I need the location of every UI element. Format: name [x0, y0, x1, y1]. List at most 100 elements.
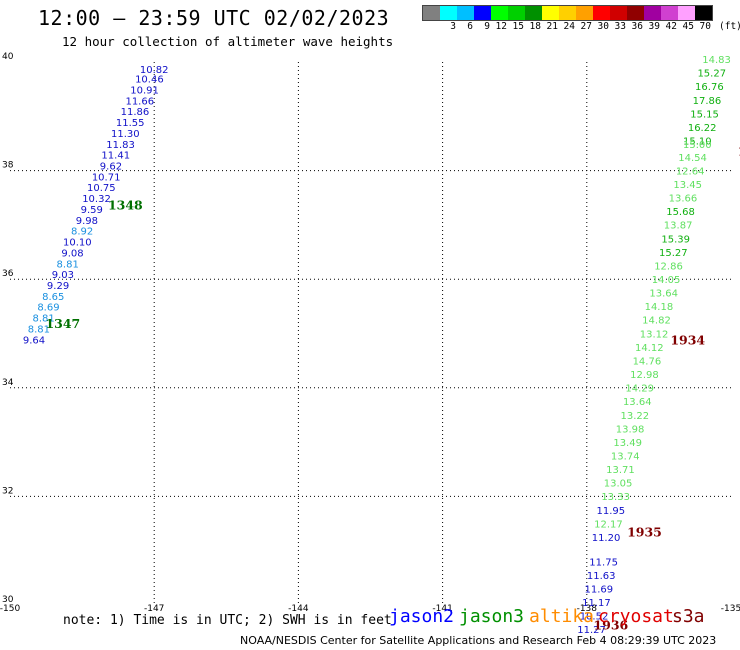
x-tick-label: -135 — [721, 604, 740, 614]
y-tick-label: 32 — [2, 486, 13, 496]
wave-height-reading: 12.17 — [594, 519, 623, 530]
x-tick-label: -147 — [144, 604, 164, 614]
pass-time-labels: 1348 1347 1933 1934 1935 1936 — [45, 143, 740, 632]
satellite-name: jason2 — [389, 606, 455, 627]
legend-swatch — [542, 6, 559, 20]
wave-height-reading: 13.64 — [649, 289, 678, 300]
wave-height-reading: 16.76 — [695, 82, 724, 93]
legend-swatch-label: 30 — [597, 21, 609, 32]
wave-height-reading: 14.12 — [635, 343, 664, 354]
satellite-name: jason3 — [459, 606, 525, 627]
wave-height-reading: 11.20 — [592, 533, 621, 544]
x-tick-label: -141 — [432, 604, 452, 614]
y-tick-label: 34 — [2, 378, 14, 388]
wave-height-readings: 10.8210.4610.9111.6611.8611.5511.3011.83… — [23, 55, 731, 636]
wave-height-reading: 9.03 — [52, 270, 74, 281]
wave-height-reading: 13.64 — [623, 397, 652, 408]
legend-swatch — [457, 6, 474, 20]
wave-height-reading: 15.27 — [697, 69, 726, 80]
wave-height-reading: 15.27 — [659, 248, 688, 259]
wave-height-reading: 10.71 — [92, 172, 121, 183]
wave-height-reading: 13.98 — [616, 424, 645, 435]
y-tick-label: 40 — [2, 52, 14, 62]
legend-swatch — [474, 6, 491, 20]
pass-time-label: 1935 — [627, 525, 662, 540]
legend-swatch-label: 42 — [665, 21, 677, 32]
wave-height-reading: 12.98 — [630, 370, 659, 381]
wave-height-reading: 14.83 — [702, 55, 731, 66]
satellite-name: altika — [529, 606, 595, 627]
legend-swatch — [525, 6, 542, 20]
wave-height-reading: 8.81 — [33, 314, 55, 325]
wave-height-reading: 16.22 — [688, 123, 717, 134]
legend-unit: (ft) — [719, 21, 740, 32]
wave-height-reading: 13.05 — [604, 479, 633, 490]
wave-height-reading: 14.54 — [678, 153, 707, 164]
wave-height-reading: 14.82 — [642, 316, 671, 327]
wave-height-reading: 8.69 — [37, 303, 59, 314]
wave-height-reading: 13.45 — [673, 180, 702, 191]
legend-swatch — [695, 6, 712, 20]
wave-height-reading: 9.08 — [61, 248, 83, 259]
wave-height-reading: 11.55 — [116, 118, 145, 129]
legend-swatch-label: 27 — [580, 21, 592, 32]
satellite-name: s3a — [672, 606, 705, 627]
wave-height-reading: 10.91 — [130, 85, 159, 96]
wave-height-reading: 8.65 — [42, 292, 64, 303]
wave-height-reading: 15.68 — [666, 207, 695, 218]
legend-swatch — [508, 6, 525, 20]
wave-height-reading: 8.81 — [28, 324, 50, 335]
wave-height-reading: 11.75 — [589, 557, 618, 568]
wave-height-reading: 15.39 — [661, 234, 690, 245]
legend-swatch — [627, 6, 644, 20]
wave-height-reading: 15.00 — [683, 140, 712, 151]
wave-height-reading: 14.18 — [645, 302, 674, 313]
pass-time-label: 1347 — [45, 316, 80, 331]
legend-swatch-label: 3 — [450, 21, 456, 32]
legend-swatch — [661, 6, 678, 20]
wave-height-reading: 11.17 — [582, 598, 611, 609]
pass-time-label: 1933 — [738, 143, 740, 158]
wave-height-reading: 10.10 — [63, 238, 92, 249]
legend-swatch-label: 24 — [563, 21, 575, 32]
map-title: 12:00 – 23:59 UTC 02/02/2023 — [38, 6, 390, 30]
wave-height-reading: 13.12 — [640, 329, 669, 340]
wave-height-reading: 11.95 — [597, 506, 626, 517]
legend-swatch-label: 6 — [467, 21, 473, 32]
wave-height-reading: 14.29 — [625, 384, 654, 395]
wave-height-reading: 13.71 — [606, 465, 635, 476]
legend-swatch-label: 9 — [484, 21, 490, 32]
legend-swatch — [576, 6, 593, 20]
wave-height-reading: 10.52 — [580, 612, 609, 623]
wave-height-reading: 9.29 — [47, 281, 69, 292]
satellite-name: cryosat — [598, 606, 674, 627]
wave-height-reading: 8.92 — [71, 227, 93, 238]
legend-swatch — [593, 6, 610, 20]
legend-swatch-label: 18 — [529, 21, 541, 32]
legend-swatch-label: 15 — [512, 21, 524, 32]
x-tick-label: -150 — [0, 604, 20, 614]
x-tick-label: -144 — [288, 604, 309, 614]
legend-swatch-label: 21 — [546, 21, 558, 32]
wave-height-reading: 13.33 — [601, 492, 630, 503]
wave-height-reading: 9.64 — [23, 335, 45, 346]
wave-height-reading: 11.69 — [584, 585, 613, 596]
wave-height-reading: 11.86 — [121, 107, 150, 118]
y-tick-label: 30 — [2, 595, 14, 605]
wave-height-reading: 10.75 — [87, 183, 116, 194]
wave-height-reading: 15.10 — [683, 137, 712, 148]
wave-height-reading: 10.46 — [135, 75, 164, 86]
legend-swatch — [559, 6, 576, 20]
wave-height-reading: 14.76 — [633, 356, 662, 367]
wave-height-reading: 14.05 — [652, 275, 681, 286]
y-tick-label: 38 — [2, 161, 14, 171]
wave-height-reading: 13.66 — [669, 194, 698, 205]
legend-swatch — [491, 6, 508, 20]
wave-height-reading: 11.66 — [125, 96, 154, 107]
wave-height-reading: 11.30 — [111, 129, 140, 140]
pass-time-label: 1934 — [670, 332, 705, 347]
wave-height-reading: 15.15 — [690, 109, 719, 120]
wave-height-reading: 11.27 — [577, 625, 606, 636]
wave-height-reading: 17.86 — [693, 96, 722, 107]
